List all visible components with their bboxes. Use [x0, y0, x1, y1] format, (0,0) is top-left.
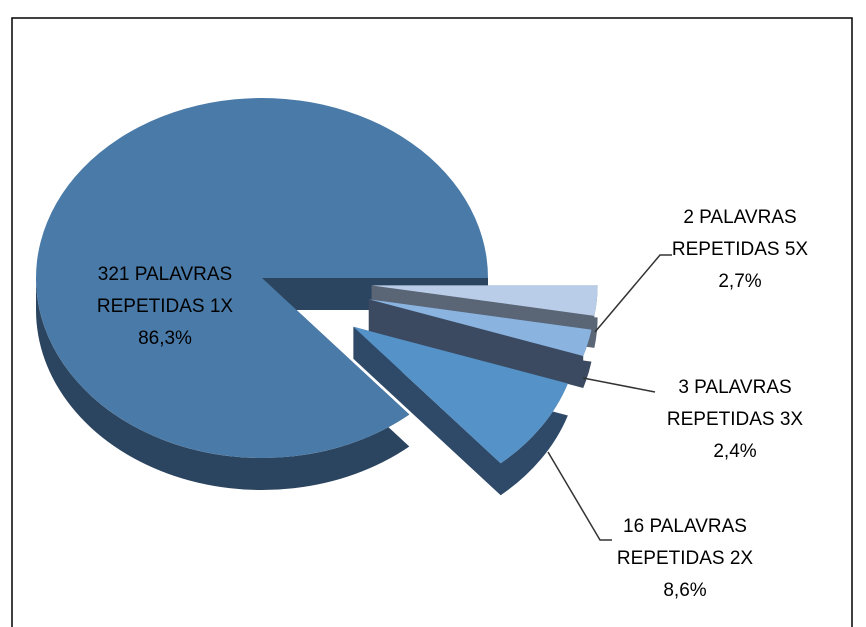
slice-value-label: 2,4%	[713, 441, 756, 462]
slice-value-label: 2,7%	[718, 271, 761, 292]
slice-label: REPETIDAS 2X	[617, 548, 754, 569]
slice-value-label: 86,3%	[138, 328, 192, 349]
slice	[371, 285, 598, 316]
labels: 2 PALAVRAS REPETIDAS 5X 2,7% 3 PALAVRAS REPE…	[97, 207, 809, 601]
leader-line	[594, 254, 672, 333]
slice-side	[368, 299, 592, 388]
slice-label: 3 PALAVRAS	[678, 377, 791, 398]
slice-value-label: 8,6%	[663, 580, 706, 601]
slice-label: 2 PALAVRAS	[683, 207, 796, 228]
leader-line	[547, 451, 612, 541]
pie	[35, 98, 598, 496]
slice-label: 16 PALAVRAS	[623, 516, 747, 537]
slice	[353, 326, 568, 464]
slice	[368, 299, 592, 356]
slice	[35, 98, 489, 459]
slice-label: REPETIDAS 1X	[97, 296, 234, 317]
leader-line	[582, 377, 656, 393]
slice-label: 321 PALAVRAS	[98, 264, 232, 285]
slice-label: REPETIDAS 5X	[672, 239, 809, 260]
chart-frame	[11, 17, 853, 627]
slice-label: REPETIDAS 3X	[667, 409, 804, 430]
slice-side	[36, 278, 488, 491]
